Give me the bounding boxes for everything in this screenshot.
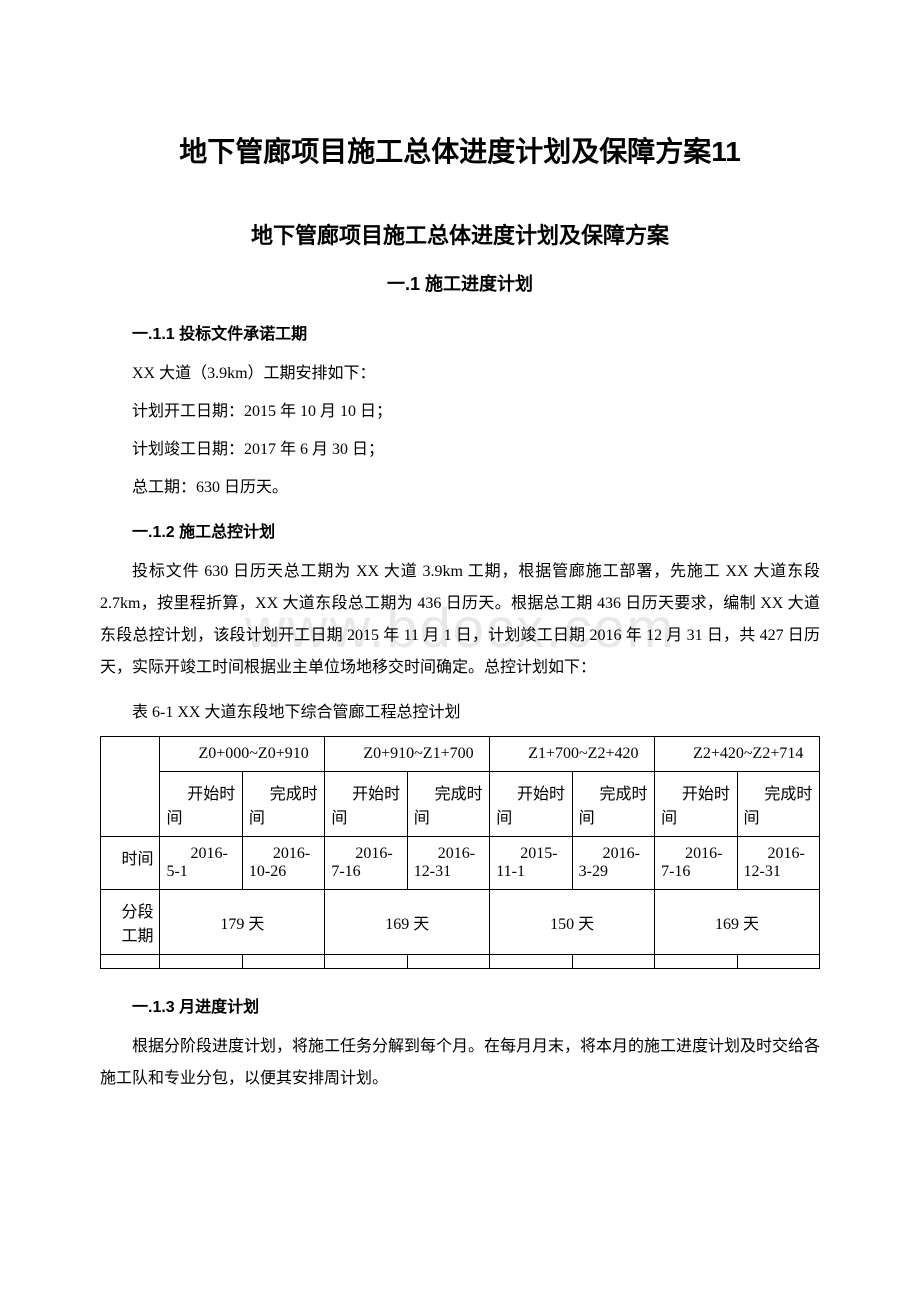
table-cell: 150 天: [490, 890, 655, 955]
paragraph: 计划竣工日期：2017 年 6 月 30 日；: [100, 434, 820, 466]
table-caption: 表 6-1 XX 大道东段地下综合管廊工程总控计划: [100, 698, 820, 722]
table-cell: 2016-12-31: [737, 837, 819, 890]
paragraph: XX 大道（3.9km）工期安排如下：: [100, 358, 820, 390]
row-label: 分段工期: [101, 890, 160, 955]
table-cell: 2016-12-31: [407, 837, 489, 890]
table-cell: 2015-11-1: [490, 837, 572, 890]
sub-header: 开始时间: [325, 772, 407, 837]
table-row: [101, 955, 820, 969]
table-row: 分段工期 179 天 169 天 150 天 169 天: [101, 890, 820, 955]
main-title: 地下管廊项目施工总体进度计划及保障方案11: [100, 130, 820, 170]
paragraph: 投标文件 630 日历天总工期为 XX 大道 3.9km 工期，根据管廊施工部署…: [100, 556, 820, 684]
table-cell: 2016-7-16: [325, 837, 407, 890]
sub-header: 开始时间: [490, 772, 572, 837]
paragraph: 根据分阶段进度计划，将施工任务分解到每个月。在每月月末，将本月的施工进度计划及时…: [100, 1031, 820, 1095]
table-cell: 2016-3-29: [572, 837, 654, 890]
segment-header: Z2+420~Z2+714: [655, 737, 820, 772]
sub-header: 完成时间: [572, 772, 654, 837]
row-label: 时间: [101, 837, 160, 890]
sub-header: 完成时间: [407, 772, 489, 837]
table-cell: 179 天: [160, 890, 325, 955]
schedule-table: Z0+000~Z0+910 Z0+910~Z1+700 Z1+700~Z2+42…: [100, 736, 820, 969]
document-content: 地下管廊项目施工总体进度计划及保障方案11 地下管廊项目施工总体进度计划及保障方…: [100, 130, 820, 1095]
table-row: 开始时间 完成时间 开始时间 完成时间 开始时间 完成时间 开始时间 完成时间: [101, 772, 820, 837]
sub-header: 开始时间: [655, 772, 737, 837]
table-cell: 2016-5-1: [160, 837, 242, 890]
segment-header: Z1+700~Z2+420: [490, 737, 655, 772]
table-row: 时间 2016-5-1 2016-10-26 2016-7-16 2016-12…: [101, 837, 820, 890]
sub-header: 完成时间: [242, 772, 324, 837]
heading-1-1: 一.1.1 投标文件承诺工期: [100, 320, 820, 344]
heading-1-2: 一.1.2 施工总控计划: [100, 518, 820, 542]
sub-header: 完成时间: [737, 772, 819, 837]
heading-1-3: 一.1.3 月进度计划: [100, 993, 820, 1017]
segment-header: Z0+910~Z1+700: [325, 737, 490, 772]
table-cell: 2016-10-26: [242, 837, 324, 890]
table-cell: 169 天: [325, 890, 490, 955]
section-title: 一.1 施工进度计划: [100, 270, 820, 296]
segment-header: Z0+000~Z0+910: [160, 737, 325, 772]
table-cell: 169 天: [655, 890, 820, 955]
table-row: Z0+000~Z0+910 Z0+910~Z1+700 Z1+700~Z2+42…: [101, 737, 820, 772]
paragraph: 总工期：630 日历天。: [100, 472, 820, 504]
paragraph: 计划开工日期：2015 年 10 月 10 日；: [100, 396, 820, 428]
sub-header: 开始时间: [160, 772, 242, 837]
subtitle: 地下管廊项目施工总体进度计划及保障方案: [100, 218, 820, 250]
table-cell: 2016-7-16: [655, 837, 737, 890]
